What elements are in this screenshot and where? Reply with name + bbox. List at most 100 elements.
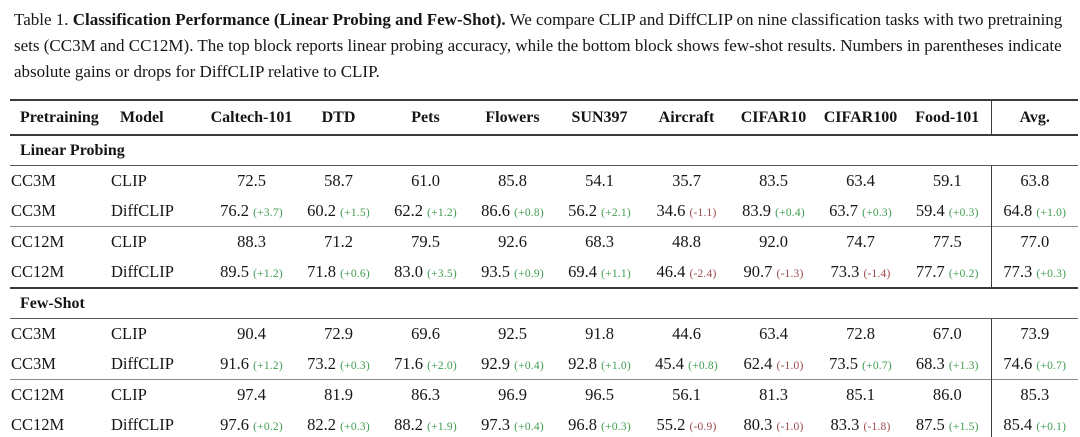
table-row: CC3M DiffCLIP 76.2 (+3.7) 60.2 (+1.5) 62.2 (… xyxy=(10,196,1078,227)
value-cell: 48.8 xyxy=(643,227,730,258)
value-cell: 80.3 (-1.0) xyxy=(730,410,817,437)
gain-delta: (+0.9) xyxy=(514,268,544,280)
value-cell: 71.6 (+2.0) xyxy=(382,349,469,380)
value-cell: 74.7 xyxy=(817,227,904,258)
metric-value: 77.5 xyxy=(932,232,962,251)
value-cell: 92.8 (+1.0) xyxy=(556,349,643,380)
metric-value: 77.3 xyxy=(1003,262,1033,281)
metric-value: 63.8 xyxy=(1020,171,1050,190)
value-cell: 56.2 (+2.1) xyxy=(556,196,643,227)
gain-delta: (+1.9) xyxy=(427,421,457,433)
value-cell: 72.9 xyxy=(295,319,382,350)
value-cell: 91.8 xyxy=(556,319,643,350)
metric-value: 46.4 xyxy=(656,262,686,281)
pretraining-cell: CC12M xyxy=(11,232,65,251)
loss-delta: (-1.1) xyxy=(689,207,717,219)
value-cell: 63.4 xyxy=(817,166,904,197)
value-cell: 68.3 xyxy=(556,227,643,258)
metric-value: 62.2 xyxy=(394,201,423,220)
section-label: Few-Shot xyxy=(10,288,1078,319)
value-cell: 96.9 xyxy=(469,380,556,411)
value-cell: 83.5 xyxy=(730,166,817,197)
column-header-pretraining: Pretraining xyxy=(10,100,110,136)
value-cell: 54.1 xyxy=(556,166,643,197)
avg-value-cell: 85.3 xyxy=(990,379,1078,410)
gain-delta: (+0.7) xyxy=(862,360,892,372)
avg-value-cell: 77.0 xyxy=(990,226,1078,257)
value-cell: 90.4 xyxy=(208,319,295,350)
metric-value: 88.2 xyxy=(394,415,423,434)
value-cell: 35.7 xyxy=(643,166,730,197)
metric-value: 34.6 xyxy=(656,201,686,220)
table-caption: Table 1. Classification Performance (Lin… xyxy=(14,7,1066,85)
value-cell: 90.7 (-1.3) xyxy=(730,257,817,288)
pretraining-cell: CC12M xyxy=(11,415,65,434)
value-cell: 69.4 (+1.1) xyxy=(556,257,643,288)
gain-delta: (+0.4) xyxy=(775,207,805,219)
value-cell: 67.0 xyxy=(904,319,991,350)
value-cell: 85.8 xyxy=(469,166,556,197)
value-cell: 96.5 xyxy=(556,380,643,411)
value-cell: 44.6 xyxy=(643,319,730,350)
model-cell: DiffCLIP xyxy=(111,262,174,281)
table-body: Linear Probing CC3M CLIP 72.5 58.7 61.0 85.8 54… xyxy=(10,135,1078,437)
value-cell: 88.3 xyxy=(208,227,295,258)
gain-delta: (+0.3) xyxy=(862,207,892,219)
value-cell: 91.6 (+1.2) xyxy=(208,349,295,380)
gain-delta: (+0.8) xyxy=(514,207,544,219)
value-cell: 73.3 (-1.4) xyxy=(817,257,904,288)
column-header-flowers: Flowers xyxy=(469,100,556,136)
value-cell: 81.3 xyxy=(730,380,817,411)
gain-delta: (+0.3) xyxy=(948,207,979,219)
value-cell: 34.6 (-1.1) xyxy=(643,196,730,227)
column-header-caltech-101: Caltech-101 xyxy=(208,100,295,136)
metric-value: 83.3 xyxy=(830,415,860,434)
metric-value: 45.4 xyxy=(655,354,684,373)
gain-delta: (+0.6) xyxy=(340,268,370,280)
avg-value-cell: 64.8 (+1.0) xyxy=(990,196,1078,227)
value-cell: 76.2 (+3.7) xyxy=(208,196,295,227)
metric-value: 58.7 xyxy=(324,171,353,190)
gain-delta: (+3.5) xyxy=(427,268,457,280)
value-cell: 92.5 xyxy=(469,319,556,350)
metric-value: 93.5 xyxy=(481,262,510,281)
value-cell: 77.7 (+0.2) xyxy=(904,257,991,288)
model-cell: DiffCLIP xyxy=(111,201,174,220)
value-cell: 92.6 xyxy=(469,227,556,258)
gain-delta: (+0.8) xyxy=(688,360,718,372)
column-header-model: Model xyxy=(110,100,208,136)
metric-value: 74.7 xyxy=(846,232,875,251)
value-cell: 83.3 (-1.8) xyxy=(817,410,904,437)
model-cell: CLIP xyxy=(111,232,147,251)
metric-value: 69.6 xyxy=(411,324,440,343)
column-header-avg-: Avg. xyxy=(990,100,1078,136)
metric-value: 63.4 xyxy=(759,324,788,343)
gain-delta: (+0.3) xyxy=(601,421,631,433)
pretraining-cell: CC3M xyxy=(11,171,56,190)
metric-value: 73.3 xyxy=(830,262,860,281)
column-header-pets: Pets xyxy=(382,100,469,136)
model-cell: DiffCLIP xyxy=(111,415,174,434)
pretraining-cell: CC3M xyxy=(11,324,56,343)
pretraining-cell: CC3M xyxy=(11,201,56,220)
value-cell: 77.5 xyxy=(904,227,991,258)
metric-value: 73.5 xyxy=(829,354,858,373)
metric-value: 81.9 xyxy=(324,385,353,404)
value-cell: 86.0 xyxy=(904,380,991,411)
gain-delta: (+1.0) xyxy=(601,360,631,372)
metric-value: 64.8 xyxy=(1003,201,1033,220)
value-cell: 61.0 xyxy=(382,166,469,197)
value-cell: 83.9 (+0.4) xyxy=(730,196,817,227)
metric-value: 85.8 xyxy=(498,171,527,190)
metric-value: 77.7 xyxy=(915,262,945,281)
value-cell: 92.0 xyxy=(730,227,817,258)
value-cell: 73.5 (+0.7) xyxy=(817,349,904,380)
metric-value: 76.2 xyxy=(220,201,249,220)
gain-delta: (+1.1) xyxy=(601,268,631,280)
value-cell: 59.4 (+0.3) xyxy=(904,196,991,227)
metric-value: 72.8 xyxy=(846,324,875,343)
value-cell: 85.1 xyxy=(817,380,904,411)
value-cell: 97.3 (+0.4) xyxy=(469,410,556,437)
caption-title: Classification Performance (Linear Probi… xyxy=(72,10,506,29)
